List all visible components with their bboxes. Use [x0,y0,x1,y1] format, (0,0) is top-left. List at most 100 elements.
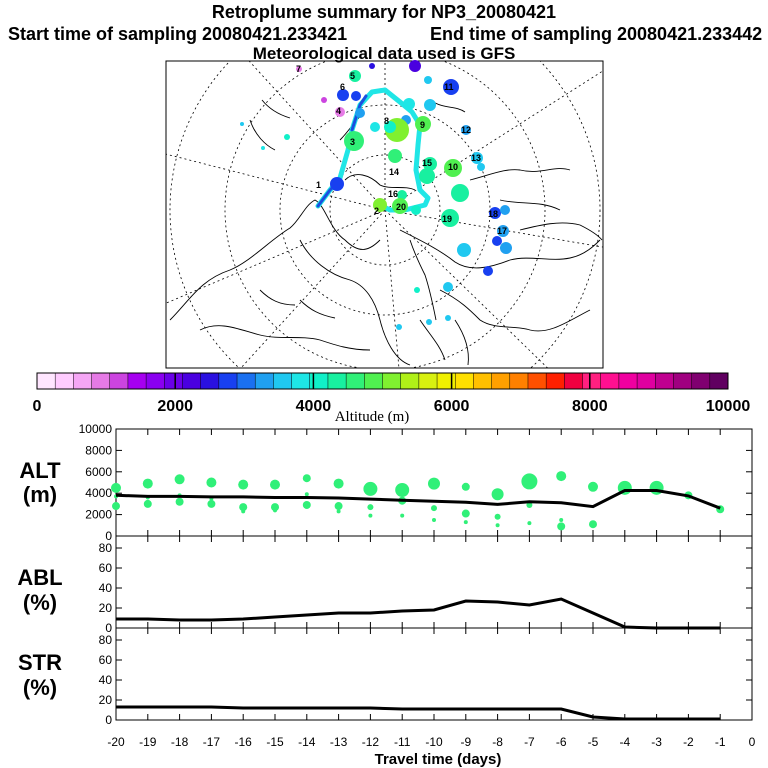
map-day-5: 5 [350,71,355,81]
colorbar-cell [600,373,620,389]
alt-label: ALT [19,458,61,483]
x-tick-label: -9 [460,735,471,749]
alt-cluster-dot [363,481,378,496]
colorbar-cell [237,373,256,389]
x-tick-label: -3 [651,735,662,749]
alt-cluster-dot-small [432,517,436,522]
colorbar-cell [255,373,274,389]
map-day-6: 6 [340,82,345,92]
alt-cluster-dot [521,473,538,490]
map-day-8: 8 [384,116,389,126]
end-time-label: End time of sampling 20080421.233442 [430,24,763,44]
str-ytick-label: 60 [99,653,113,667]
map-day-12: 12 [461,125,471,135]
alt-cluster-dot [174,474,185,485]
alt-cluster-dot [334,502,343,511]
colorbar-cell [91,373,111,389]
map-day-16: 16 [388,189,398,199]
alt-cluster-dot-small [336,509,341,514]
colorbar-tick-label: 6000 [434,398,470,415]
str-ytick-label: 80 [99,633,113,647]
x-tick-label: -18 [171,735,189,749]
x-axis-label: Travel time (days) [375,751,502,768]
map-day-10: 10 [448,162,458,172]
alt-cluster-dot [302,500,311,509]
alt-cluster-dot [302,474,311,483]
colorbar-cell [564,373,584,389]
str-ytick-label: 40 [99,673,113,687]
map-day-4: 4 [336,106,341,116]
colorbar-cell [618,373,638,389]
polar-map: 1 2 3 4 5 6 7 8 9 10 11 12 13 14 15 16 1… [165,60,604,369]
colorbar-cell [327,373,347,389]
colorbar-cell [418,373,438,389]
x-tick-label: -11 [394,735,411,749]
colorbar-cell [182,373,202,389]
alt-cluster-dot [271,503,279,512]
abl-panel: ABL (%) 80 60 40 20 0 [17,535,753,635]
colorbar-cell [691,373,711,389]
map-markers [240,60,512,330]
altitude-colorbar: 0 2000 4000 6000 8000 10000 Altitude (m) [33,372,750,425]
colorbar-cell [218,373,238,389]
alt-cluster-dot [395,482,410,497]
alt-cluster-dot [588,481,598,492]
x-tick-label: -8 [492,735,503,749]
alt-ytick-label: 2000 [85,508,112,522]
x-tick-label: -4 [619,735,630,749]
alt-ytick-label: 8000 [85,443,112,457]
colorbar-cell [473,373,493,389]
alt-cluster-dot [461,509,470,518]
colorbar-cell [637,373,656,389]
colorbar-cell [546,373,565,389]
alt-cluster-dot [111,482,121,493]
abl-line [116,597,721,630]
abl-label: ABL [17,565,62,590]
colorbar-tick-label: 0 [33,398,42,415]
colorbar-cell [437,373,456,389]
colorbar-cell [37,373,56,389]
colorbar-tick-label: 2000 [157,398,193,415]
colorbar-cell [455,373,474,389]
x-tick-label: -5 [588,735,599,749]
str-unit: (%) [23,675,57,700]
alt-cluster-dot-small [463,520,468,525]
alt-cluster-dot [494,513,501,520]
map-day-17: 17 [497,226,507,236]
map-day-15: 15 [422,158,432,168]
alt-cluster-dot [206,477,217,488]
colorbar-cell [382,373,402,389]
colorbar-cell [491,373,511,389]
alt-cluster-dot [428,477,440,490]
x-tick-label: -20 [107,735,125,749]
alt-cluster-dot [333,478,344,489]
colorbar-cell [364,373,383,389]
x-tick-label: -17 [203,735,221,749]
alt-cluster-dot-small [304,492,309,497]
alt-cluster-dot-small [273,508,277,513]
alt-unit: (m) [23,482,57,507]
map-day-18: 18 [488,209,498,219]
colorbar-cell [146,373,165,389]
alt-cluster-dot [239,503,248,512]
colorbar-cell [527,373,547,389]
colorbar-cell [127,373,147,389]
map-day-11: 11 [444,82,454,92]
met-data-label: Meteorological data used is GFS [252,44,516,63]
colorbar-cell [400,373,420,389]
alt-cluster-dot-small [241,509,246,514]
x-tick-label: -13 [330,735,348,749]
colorbar-cell [509,373,529,389]
map-day-19: 19 [442,214,452,224]
map-day-1: 1 [316,180,321,190]
colorbar-cell [164,373,183,389]
alt-panel: ALT (m) 10000 8000 6000 4000 2000 0 [19,422,753,543]
alt-cluster-dot-small [368,513,373,518]
str-panel: STR (%) 80 60 40 20 0 [18,627,753,727]
alt-ytick-label: 4000 [85,486,112,500]
map-day-14: 14 [389,167,399,177]
alt-cluster-dot [112,502,120,511]
map-day-3: 3 [350,137,355,147]
abl-ytick-label: 80 [99,541,113,555]
colorbar-cell [73,373,93,389]
